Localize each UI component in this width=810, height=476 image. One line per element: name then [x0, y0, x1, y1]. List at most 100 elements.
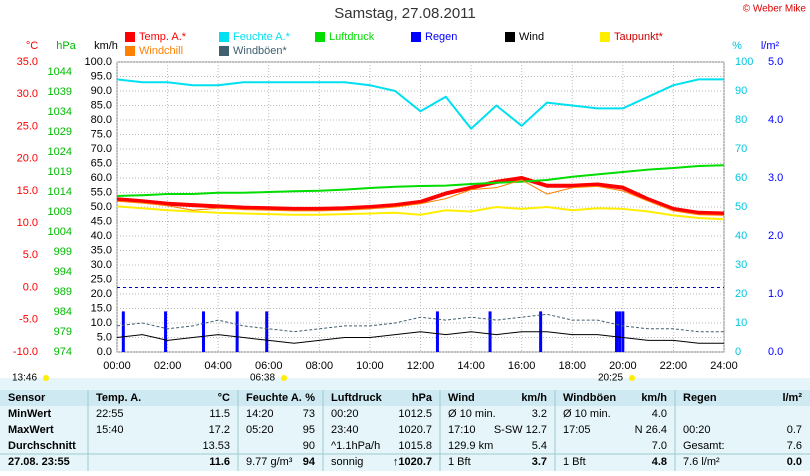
series-line [116, 176, 725, 216]
y-tick-label: 984 [54, 306, 72, 318]
table-cell: 22:55 [96, 408, 124, 420]
x-tick-label: 22:00 [660, 360, 688, 372]
y-tick-label: 100 [735, 56, 753, 68]
table-header-bg [0, 390, 810, 406]
x-tick-label: 06:00 [255, 360, 283, 372]
legend-label: Temp. A.* [139, 31, 187, 43]
y-tick-label: 1019 [48, 166, 72, 178]
table-cell: % [305, 392, 315, 404]
y-tick-label: 979 [54, 326, 72, 338]
y-tick-label: 80 [735, 114, 747, 126]
y-tick-label: 30.0 [17, 88, 38, 100]
rain-bar [621, 311, 625, 352]
table-cell: 1012.5 [398, 408, 432, 420]
table-cell: 00:20 [683, 424, 711, 436]
rain-bar [488, 311, 492, 352]
table-cell: 129.9 km [448, 440, 493, 452]
table-cell: ^1.1hPa/h [331, 440, 380, 452]
table-cell: 15:40 [96, 424, 124, 436]
y-tick-label: 1.0 [768, 288, 783, 300]
y-tick-label: -5.0 [19, 314, 38, 326]
y-tick-label: 30 [735, 259, 747, 271]
sun-moon-time: 13:46 [12, 373, 37, 384]
y-tick-label: 35.0 [17, 56, 38, 68]
legend-label: Windböen* [233, 45, 288, 57]
table-cell: 7.6 l/m² [683, 456, 720, 468]
series-line [116, 179, 725, 216]
y-tick-label: 55.0 [91, 186, 112, 198]
y-tick-label: 1004 [48, 226, 72, 238]
series-line [116, 78, 724, 130]
y-tick-label: 20.0 [91, 288, 112, 300]
legend-label: Luftdruck [329, 31, 375, 43]
table-cell: 7.0 [652, 440, 667, 452]
table-cell: 14:20 [246, 408, 274, 420]
table-cell: S-SW 12.7 [494, 424, 547, 436]
x-tick-label: 08:00 [306, 360, 334, 372]
y-tick-label: 25.0 [17, 120, 38, 132]
rain-bar [121, 311, 125, 352]
sun-icon [281, 375, 287, 381]
y-tick-label: 60 [735, 172, 747, 184]
table-cell: Sensor [8, 392, 46, 404]
axis-unit: l/m² [761, 40, 780, 52]
y-tick-label: 989 [54, 286, 72, 298]
legend-label: Feuchte A.* [233, 31, 291, 43]
y-tick-label: 25.0 [91, 273, 112, 285]
table-cell: 13.53 [202, 440, 230, 452]
table-cell: 17:10 [448, 424, 476, 436]
row-label: MinWert [8, 408, 52, 420]
y-tick-label: 90 [735, 85, 747, 97]
table-cell: hPa [412, 392, 433, 404]
table-cell: Luftdruck [331, 392, 383, 404]
series-line [116, 205, 725, 221]
y-tick-label: 999 [54, 246, 72, 258]
table-cell: 1015.8 [398, 440, 432, 452]
y-tick-label: 20 [735, 288, 747, 300]
y-tick-label: 65.0 [91, 157, 112, 169]
x-tick-label: 18:00 [558, 360, 586, 372]
y-tick-label: 1029 [48, 126, 72, 138]
table-cell: 9.77 g/m³ [246, 456, 293, 468]
axis-unit: °C [26, 40, 38, 52]
legend-swatch [219, 46, 229, 56]
legend-label: Windchill [139, 45, 183, 57]
table-cell: 00:20 [331, 408, 359, 420]
y-tick-label: 35.0 [91, 244, 112, 256]
y-tick-label: -10.0 [13, 346, 38, 358]
x-tick-label: 04:00 [204, 360, 232, 372]
copyright: © Weber Mike [743, 4, 807, 15]
y-tick-label: 80.0 [91, 114, 112, 126]
axis-unit: km/h [94, 40, 118, 52]
table-cell: N 26.4 [635, 424, 667, 436]
table-cell: Feuchte A. [246, 392, 302, 404]
table-cell: 73 [303, 408, 315, 420]
table-cell: ↑1020.7 [393, 456, 432, 468]
table-cell: Regen [683, 392, 717, 404]
title: Samstag, 27.08.2011 [334, 5, 476, 22]
y-tick-label: 994 [54, 266, 72, 278]
table-cell: 1020.7 [398, 424, 432, 436]
y-tick-label: 50 [735, 201, 747, 213]
legend-swatch [411, 32, 421, 42]
series-line [116, 331, 724, 344]
table-cell: 0.0 [787, 456, 802, 468]
table-cell: 11.6 [209, 456, 230, 468]
table-cell: 3.2 [532, 408, 547, 420]
y-tick-label: 45.0 [91, 215, 112, 227]
table-cell: Gesamt: [683, 440, 725, 452]
table-cell: 5.4 [532, 440, 547, 452]
y-tick-label: 5.0 [23, 249, 38, 261]
rain-bar [618, 311, 622, 352]
rain-bar [435, 311, 439, 352]
table-cell: sonnig [331, 456, 363, 468]
y-tick-label: 1024 [48, 146, 72, 158]
rain-bar [615, 311, 619, 352]
y-tick-label: 10.0 [17, 217, 38, 229]
table-cell: 3.7 [532, 456, 547, 468]
x-tick-label: 02:00 [154, 360, 182, 372]
x-tick-label: 12:00 [407, 360, 435, 372]
x-tick-label: 10:00 [356, 360, 384, 372]
y-tick-label: 70 [735, 143, 747, 155]
